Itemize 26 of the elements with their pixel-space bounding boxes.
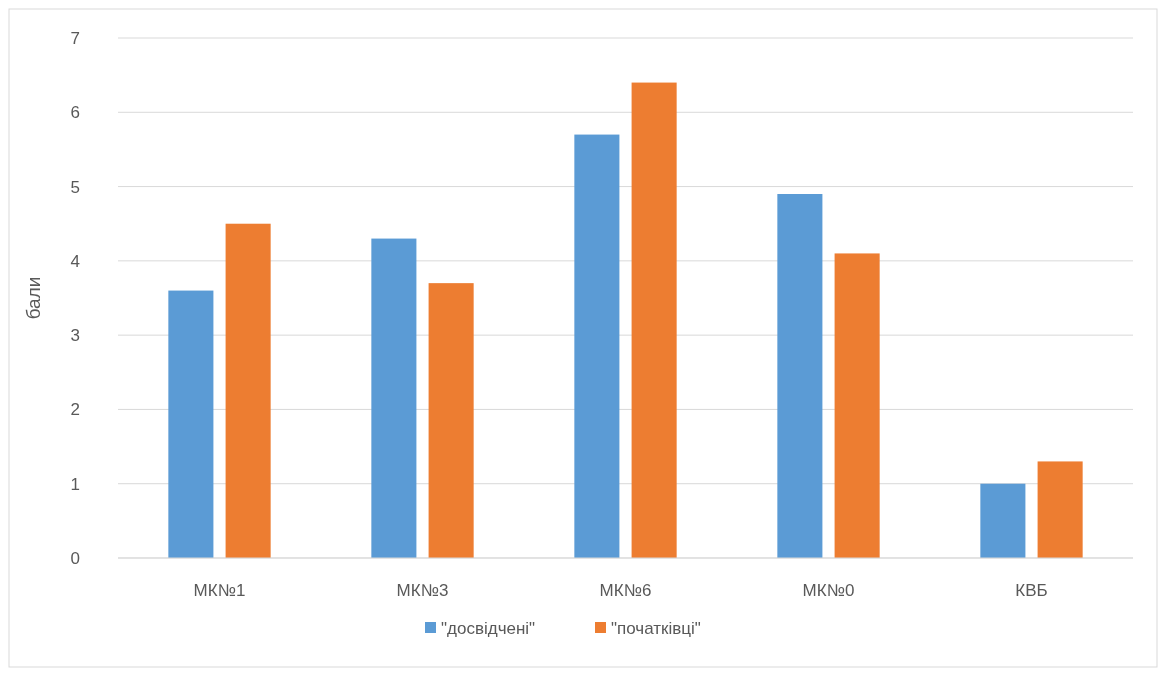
bar — [168, 290, 214, 558]
x-tick-label: КВБ — [1015, 581, 1048, 600]
bar — [834, 253, 880, 558]
legend-label: "досвідчені" — [441, 618, 536, 638]
y-tick-label: 0 — [70, 548, 80, 568]
bar — [980, 483, 1026, 558]
y-tick-label: 5 — [70, 177, 80, 197]
y-tick-label: 1 — [70, 474, 80, 494]
bar — [777, 194, 823, 558]
x-tick-label: МК№3 — [396, 581, 449, 600]
y-tick-label: 2 — [70, 400, 80, 420]
y-tick-label: 7 — [70, 28, 80, 48]
x-tick-label: МК№1 — [193, 581, 246, 600]
y-axis-title: бали — [23, 276, 44, 320]
bar — [428, 283, 474, 558]
x-tick-label: МК№0 — [802, 581, 855, 600]
bar — [631, 82, 677, 558]
y-tick-label: 3 — [70, 326, 80, 346]
bar — [225, 223, 271, 558]
legend-label: "початківці" — [611, 618, 701, 638]
bar — [371, 238, 417, 558]
y-tick-label: 4 — [70, 251, 80, 271]
x-tick-label: МК№6 — [599, 581, 652, 600]
y-tick-label: 6 — [70, 103, 80, 123]
bar — [1037, 461, 1083, 558]
bar — [574, 134, 620, 558]
